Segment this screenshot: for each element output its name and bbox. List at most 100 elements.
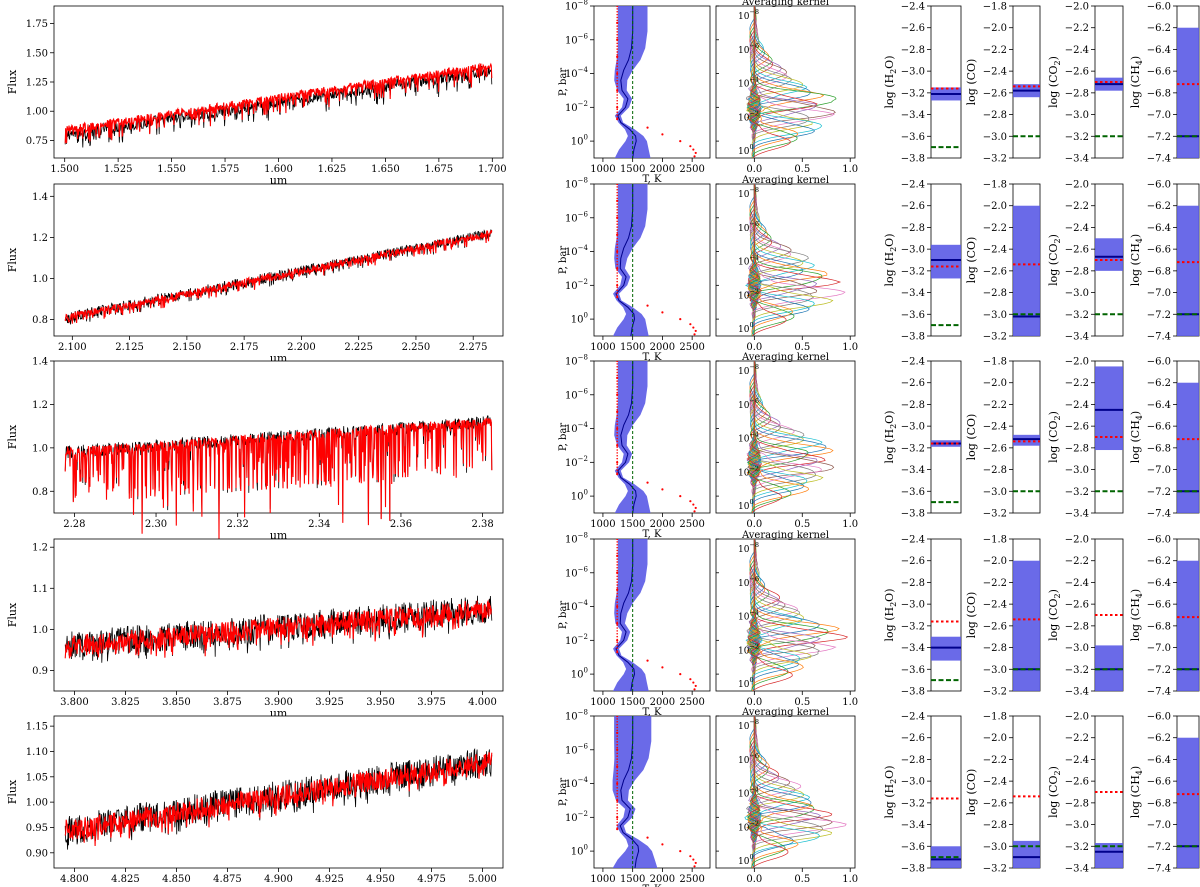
y-tick-label: −3.8 bbox=[901, 154, 925, 165]
tp-truth-point bbox=[616, 644, 618, 647]
model-spectrum-line bbox=[64, 62, 493, 144]
abundance-uncertainty-band bbox=[931, 636, 961, 661]
tp-truth-point bbox=[616, 786, 618, 789]
abundance-uncertainty-band bbox=[1177, 205, 1199, 336]
y-tick-label: −6.2 bbox=[1147, 556, 1171, 567]
y-tick-label: −2.4 bbox=[901, 535, 925, 546]
y-tick-label: −2.6 bbox=[901, 556, 925, 567]
abundance-panel-co: −3.2 −3.0 −2.8 −2.6 −2.4 −2.2 −2.0 −1.8 log (CO) bbox=[965, 2, 1041, 165]
kernel-title: Averaging kernel bbox=[741, 175, 829, 186]
abundance-axis-label: log (CO) bbox=[965, 237, 978, 284]
tp-truth-point bbox=[692, 858, 695, 861]
x-tick-label: 1500 bbox=[620, 164, 645, 175]
abundance-uncertainty-band bbox=[1177, 737, 1199, 868]
tp-truth-point bbox=[616, 252, 618, 254]
abundance-panel-h2o: −3.8 −3.6 −3.4 −3.2 −3.0 −2.8 −2.6 −2.4 log (H2O… bbox=[883, 535, 962, 698]
y-tick-label: −6.4 bbox=[1147, 45, 1171, 56]
tp-truth-point bbox=[616, 431, 618, 434]
tp-truth-point bbox=[616, 56, 618, 59]
y-tick-label: 10−2 bbox=[565, 100, 588, 114]
y-tick-label: −3.2 bbox=[983, 154, 1007, 165]
abundance-label-subscript: 2 bbox=[1053, 60, 1062, 65]
tp-truth-point bbox=[616, 650, 618, 652]
tp-truth-point bbox=[616, 51, 618, 53]
tp-truth-point bbox=[646, 304, 649, 307]
tp-truth-point bbox=[616, 778, 618, 780]
tp-plot-area bbox=[613, 184, 697, 336]
tp-truth-point bbox=[616, 380, 618, 382]
tp-truth-point bbox=[616, 74, 618, 76]
y-tick-base: 10 bbox=[565, 281, 578, 292]
tp-truth-point bbox=[616, 766, 618, 769]
y-tick-base: 10 bbox=[738, 367, 750, 377]
y-tick-label: −3.4 bbox=[1065, 509, 1089, 520]
tp-truth-point bbox=[693, 155, 696, 158]
tp-truth-point bbox=[616, 738, 618, 740]
tp-truth-point bbox=[679, 318, 682, 321]
y-tick-label: −6.2 bbox=[1147, 378, 1171, 389]
tp-truth-point bbox=[616, 651, 619, 654]
tp-plot-area bbox=[613, 539, 697, 691]
y-tick-label: −3.4 bbox=[1065, 864, 1089, 875]
abundance-label-prefix: log (CH bbox=[1129, 420, 1142, 463]
tp-truth-point bbox=[694, 684, 697, 688]
x-tick-label: 2.36 bbox=[390, 519, 412, 530]
y-tick-exponent: −8 bbox=[749, 718, 759, 726]
y-tick-label: 1.10 bbox=[26, 747, 48, 758]
y-tick-base: 10 bbox=[565, 535, 578, 546]
y-tick-base: 10 bbox=[565, 636, 578, 647]
tp-axes-frame bbox=[593, 5, 711, 159]
tp-truth-point bbox=[616, 289, 618, 292]
tp-truth-point bbox=[661, 843, 664, 846]
x-tick-label: 3.850 bbox=[162, 697, 191, 708]
x-tick-label: 1000 bbox=[590, 874, 615, 885]
model-spectrum-line bbox=[64, 599, 493, 659]
y-tick-label: −6.8 bbox=[1147, 266, 1171, 277]
y-tick-label: −3.0 bbox=[983, 842, 1007, 853]
y-tick-label: −2.4 bbox=[983, 600, 1007, 611]
y-tick-label: 10−2 bbox=[738, 464, 759, 478]
x-tick-label: 0.0 bbox=[746, 697, 762, 708]
tp-truth-point bbox=[616, 437, 618, 440]
tp-truth-point bbox=[616, 781, 618, 783]
tp-truth-point bbox=[661, 666, 664, 669]
tp-truth-point bbox=[616, 434, 618, 437]
model-spectrum-line bbox=[64, 752, 493, 847]
x-tick-label: 1500 bbox=[620, 342, 645, 353]
y-tick-base: 10 bbox=[738, 579, 750, 589]
y-tick-label: −2.0 bbox=[983, 556, 1007, 567]
y-tick-label: −2.2 bbox=[983, 400, 1007, 411]
y-tick-label: −3.0 bbox=[901, 245, 925, 256]
tp-truth-point bbox=[616, 368, 618, 371]
tp-truth-point bbox=[689, 145, 692, 148]
y-tick-label: −6.4 bbox=[1147, 578, 1171, 589]
x-tick-label: 0.0 bbox=[746, 874, 762, 885]
tp-truth-point bbox=[616, 799, 619, 802]
y-tick-label: −2.8 bbox=[1065, 88, 1089, 99]
kernel-title: Averaging kernel bbox=[741, 707, 829, 718]
y-tick-label: −6.4 bbox=[1147, 223, 1171, 234]
y-tick-label: 1.4 bbox=[32, 192, 48, 203]
y-tick-label: −2.8 bbox=[1065, 621, 1089, 632]
y-axis-label: P, bar bbox=[558, 68, 569, 96]
tp-truth-point bbox=[689, 678, 692, 681]
tp-truth-point bbox=[616, 539, 618, 540]
tp-truth-point bbox=[616, 561, 618, 563]
tp-truth-point bbox=[694, 506, 697, 510]
x-tick-label: 2.225 bbox=[344, 342, 373, 353]
abundance-label-subscript: 2 bbox=[889, 602, 898, 607]
spectrum-axes-frame bbox=[53, 183, 504, 337]
y-tick-label: −1.8 bbox=[983, 357, 1007, 368]
tp-truth-point bbox=[616, 772, 618, 775]
tp-truth-point bbox=[694, 329, 697, 333]
y-tick-label: −2.6 bbox=[983, 443, 1007, 454]
tp-truth-point bbox=[616, 473, 619, 476]
x-axis-label: T, K bbox=[642, 707, 662, 718]
tp-truth-point bbox=[616, 824, 618, 826]
kernel-curve bbox=[747, 6, 791, 158]
tp-truth-point bbox=[679, 850, 682, 853]
x-tick-label: 2000 bbox=[650, 874, 675, 885]
